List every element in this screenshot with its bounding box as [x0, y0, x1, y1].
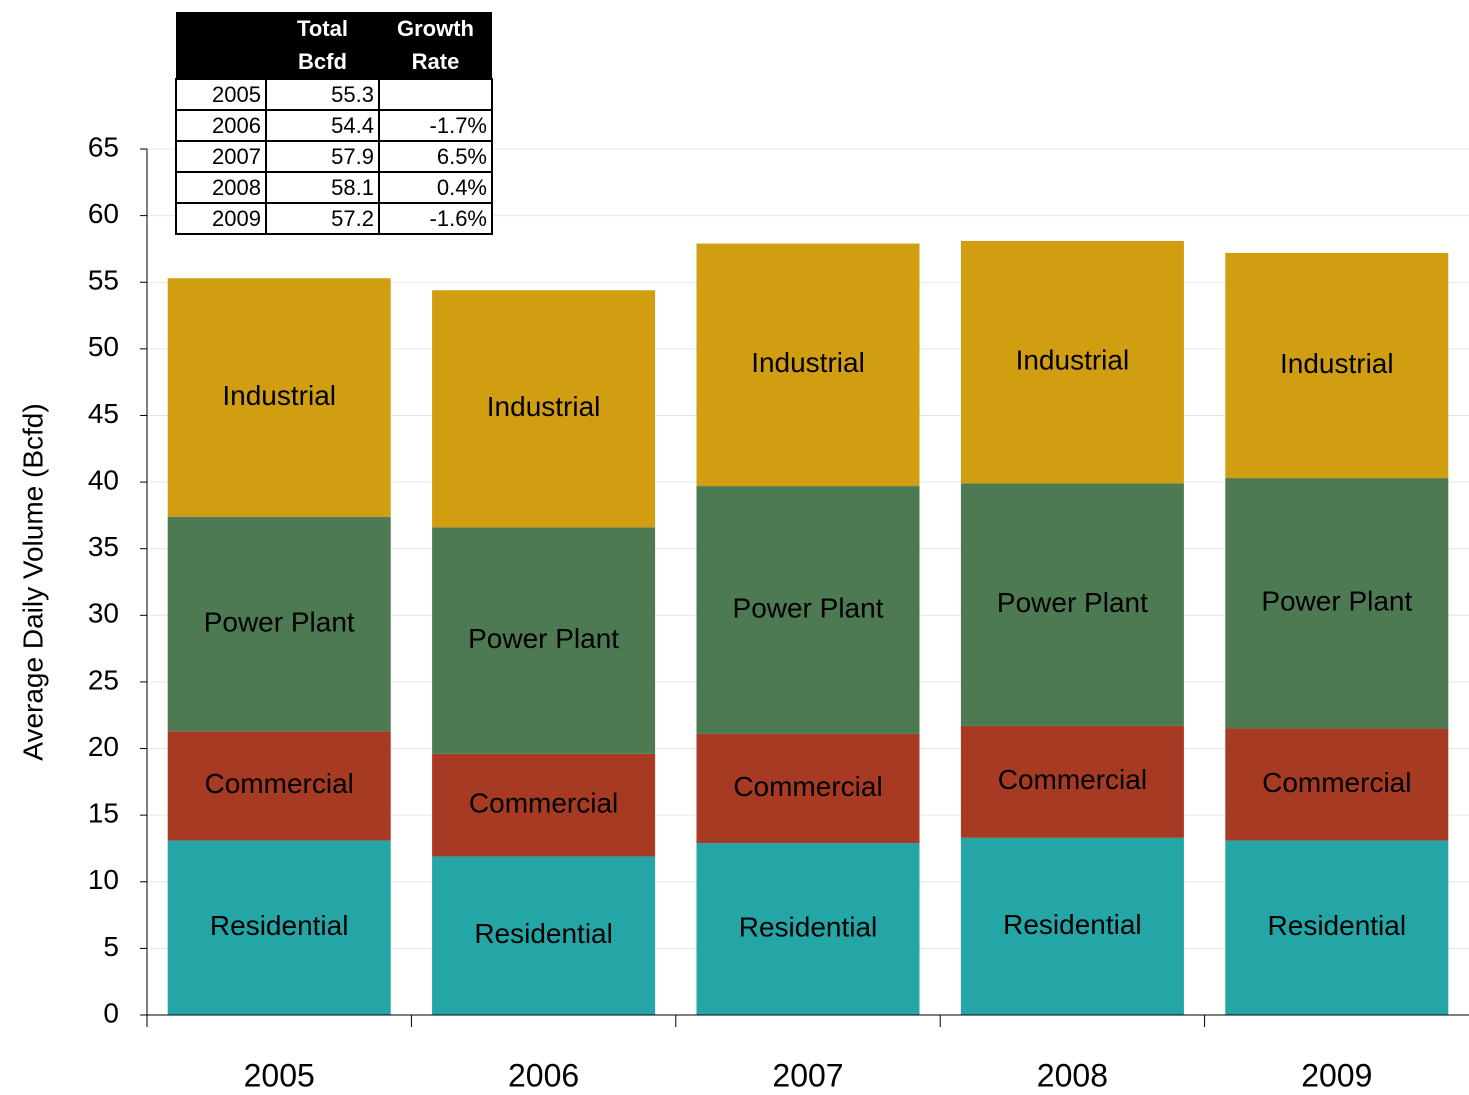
segment-label: Industrial [1016, 345, 1130, 376]
bar-segment [167, 516, 391, 732]
x-tick-label: 2009 [1301, 1057, 1372, 1093]
table-cell: 2008 [175, 171, 267, 204]
bar-segment [1225, 478, 1449, 729]
segment-label: Power Plant [204, 606, 355, 637]
table-cell: 2006 [175, 109, 267, 142]
table-cell [378, 78, 493, 111]
segment-label: Power Plant [997, 587, 1148, 618]
table-header: Total Bcfd Growth Rate [176, 12, 492, 79]
y-tick-label: 60 [88, 198, 119, 229]
y-tick-label: 30 [88, 598, 119, 629]
y-tick-label: 10 [88, 864, 119, 895]
table-row: 2006 54.4 -1.7% [175, 109, 493, 142]
table-cell: 55.3 [265, 78, 380, 111]
bar-segment [432, 753, 656, 857]
table-cell: 57.2 [265, 202, 380, 235]
table-cell: 57.9 [265, 140, 380, 173]
segment-label: Residential [1003, 909, 1142, 940]
bar-segment [1225, 728, 1449, 841]
table-cell: 58.1 [265, 171, 380, 204]
segment-label: Commercial [998, 764, 1147, 795]
y-tick-label: 45 [88, 398, 119, 429]
x-tick-label: 2007 [772, 1057, 843, 1093]
bar-segment [960, 725, 1184, 838]
column-header: Total Bcfd [266, 12, 379, 79]
table-cell: -1.6% [378, 202, 493, 235]
segment-label: Commercial [205, 768, 354, 799]
table-row: 2007 57.9 6.5% [175, 140, 493, 173]
table-cell: 2009 [175, 202, 267, 235]
y-tick-label: 15 [88, 798, 119, 829]
segment-label: Power Plant [468, 623, 619, 654]
bar-segment [960, 483, 1184, 726]
bar-segment [167, 731, 391, 841]
table-row: 2009 57.2 -1.6% [175, 202, 493, 235]
segment-label: Power Plant [733, 592, 884, 623]
segment-label: Residential [1268, 910, 1407, 941]
column-header-text: Total Bcfd [297, 16, 348, 74]
y-tick-label: 5 [103, 931, 119, 962]
table-cell: 2005 [175, 78, 267, 111]
bar-segment [167, 840, 391, 1015]
x-tick-label: 2008 [1037, 1057, 1108, 1093]
table-cell: 6.5% [378, 140, 493, 173]
segment-label: Industrial [487, 391, 601, 422]
bar-segment [696, 733, 920, 844]
y-tick-label: 50 [88, 331, 119, 362]
table-body: 2005 55.3 2006 54.4 -1.7% 2007 57.9 6.5% 2008 58.… [175, 78, 493, 235]
segment-label: Residential [739, 911, 878, 942]
bar-segment [1225, 252, 1449, 479]
column-header: Growth Rate [379, 12, 492, 79]
y-tick-label: 20 [88, 731, 119, 762]
column-header-text: Growth Rate [397, 16, 474, 74]
segment-label: Industrial [1280, 348, 1394, 379]
y-tick-label: 65 [88, 131, 119, 162]
table-cell: 54.4 [265, 109, 380, 142]
segment-label: Commercial [1262, 767, 1411, 798]
bar-segment [960, 837, 1184, 1015]
segment-label: Industrial [222, 380, 336, 411]
y-axis-title: Average Daily Volume (Bcfd) [17, 403, 48, 760]
x-tick-label: 2006 [508, 1057, 579, 1093]
bar-segment [167, 278, 391, 517]
segment-label: Industrial [751, 347, 865, 378]
corner [176, 12, 266, 79]
bar-segment [696, 486, 920, 734]
y-tick-label: 40 [88, 464, 119, 495]
y-tick-label: 35 [88, 531, 119, 562]
y-tick-label: 55 [88, 265, 119, 296]
segment-label: Residential [210, 910, 349, 941]
y-tick-label: 25 [88, 664, 119, 695]
table-cell: -1.7% [378, 109, 493, 142]
bar-segment [960, 240, 1184, 484]
bar-segment [432, 527, 656, 754]
table-cell: 2007 [175, 140, 267, 173]
bar-segment [696, 843, 920, 1015]
table-row: 2008 58.1 0.4% [175, 171, 493, 204]
bar-segment [696, 243, 920, 487]
bar-segment [432, 856, 656, 1015]
bar-segment [432, 290, 656, 528]
totals-table: Total Bcfd Growth Rate 2005 55.3 2006 54.4-… [175, 12, 493, 235]
table-cell: 0.4% [378, 171, 493, 204]
table-row: 2005 55.3 [175, 78, 493, 111]
y-tick-label: 0 [103, 997, 119, 1028]
segment-label: Commercial [469, 788, 618, 819]
segment-label: Residential [474, 918, 613, 949]
segment-label: Commercial [733, 771, 882, 802]
segment-label: Power Plant [1261, 586, 1412, 617]
x-tick-label: 2005 [244, 1057, 315, 1093]
bar-segment [1225, 840, 1449, 1015]
